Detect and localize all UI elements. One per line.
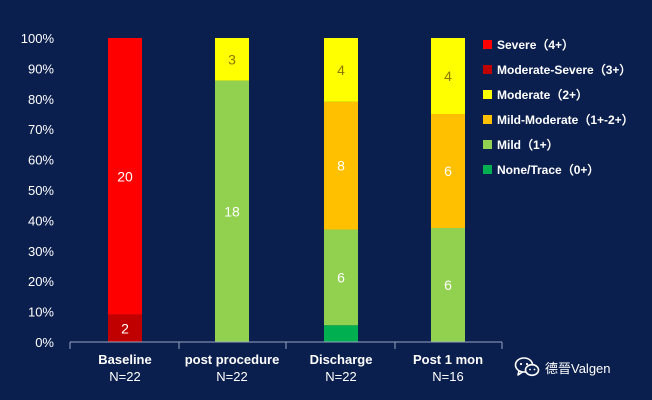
data-label: 3 (228, 51, 236, 67)
legend-swatch (483, 115, 492, 124)
y-tick-label: 20% (28, 274, 54, 289)
bar-segment (108, 314, 142, 342)
legend-item: Moderate（2+） (483, 82, 651, 107)
legend-swatch (483, 90, 492, 99)
y-tick-label: 80% (28, 92, 54, 107)
data-label: 18 (224, 203, 240, 219)
data-label: 2 (121, 320, 129, 336)
bar-segment (431, 114, 465, 228)
bar-segment (431, 228, 465, 342)
x-tick-sublabel: N=22 (216, 369, 247, 384)
x-axis: Baseline N=22 post procedure N=22 Discharge N… (69, 341, 503, 384)
bar-segment (324, 38, 358, 102)
y-tick-label: 50% (28, 183, 54, 198)
data-label: 6 (337, 269, 345, 285)
y-tick-label: 40% (28, 213, 54, 228)
data-label: 6 (444, 277, 452, 293)
wechat-icon (514, 357, 540, 377)
data-label: 6 (444, 163, 452, 179)
legend-label: Severe（4+） (497, 38, 575, 52)
legend: Severe（4+） Moderate-Severe（3+） Moderate（2+… (483, 32, 651, 182)
y-axis: 0% 10% 20% 30% 40% 50% 60% 70% 80% 90% 100% (21, 31, 55, 350)
y-tick-label: 10% (28, 305, 54, 320)
bars: 2 20 18 3 6 8 4 6 6 4 (108, 38, 465, 342)
bar-segment (324, 325, 358, 342)
bar-segment (324, 229, 358, 326)
bar-segment (431, 38, 465, 114)
x-tick-label: Baseline (98, 352, 151, 367)
watermark: 德晉Valgen (514, 356, 611, 378)
legend-label: Moderate-Severe（3+） (497, 63, 632, 77)
bar-segment (324, 101, 358, 230)
legend-item: Severe（4+） (483, 32, 651, 57)
x-tick-label: Discharge (310, 352, 373, 367)
watermark-text: 德晉Valgen (545, 360, 611, 376)
legend-swatch (483, 40, 492, 49)
x-tick-sublabel: N=22 (109, 369, 140, 384)
bar-segment (215, 80, 249, 342)
legend-swatch (483, 165, 492, 174)
bar-segment (215, 38, 249, 81)
data-label: 4 (444, 68, 452, 84)
legend-swatch (483, 65, 492, 74)
legend-label: Mild（1+） (497, 138, 559, 152)
data-label: 4 (337, 62, 345, 78)
x-tick-label: Post 1 mon (413, 352, 483, 367)
x-tick-sublabel: N=22 (325, 369, 356, 384)
x-tick-label: post procedure (185, 352, 280, 367)
y-tick-label: 70% (28, 122, 54, 137)
legend-swatch (483, 140, 492, 149)
x-tick-sublabel: N=16 (432, 369, 463, 384)
y-tick-label: 100% (21, 31, 55, 46)
legend-item: Mild（1+） (483, 132, 651, 157)
legend-item: Moderate-Severe（3+） (483, 57, 651, 82)
legend-label: Mild-Moderate（1+-2+） (497, 113, 634, 127)
data-label: 20 (117, 168, 133, 184)
legend-label: Moderate（2+） (497, 88, 589, 102)
y-tick-label: 0% (35, 335, 54, 350)
y-tick-label: 90% (28, 61, 54, 76)
legend-label: None/Trace（0+） (497, 163, 600, 177)
y-tick-label: 30% (28, 244, 54, 259)
legend-item: None/Trace（0+） (483, 157, 651, 182)
legend-item: Mild-Moderate（1+-2+） (483, 107, 651, 132)
y-tick-label: 60% (28, 153, 54, 168)
bar-segment (108, 38, 142, 315)
data-label: 8 (337, 158, 345, 174)
